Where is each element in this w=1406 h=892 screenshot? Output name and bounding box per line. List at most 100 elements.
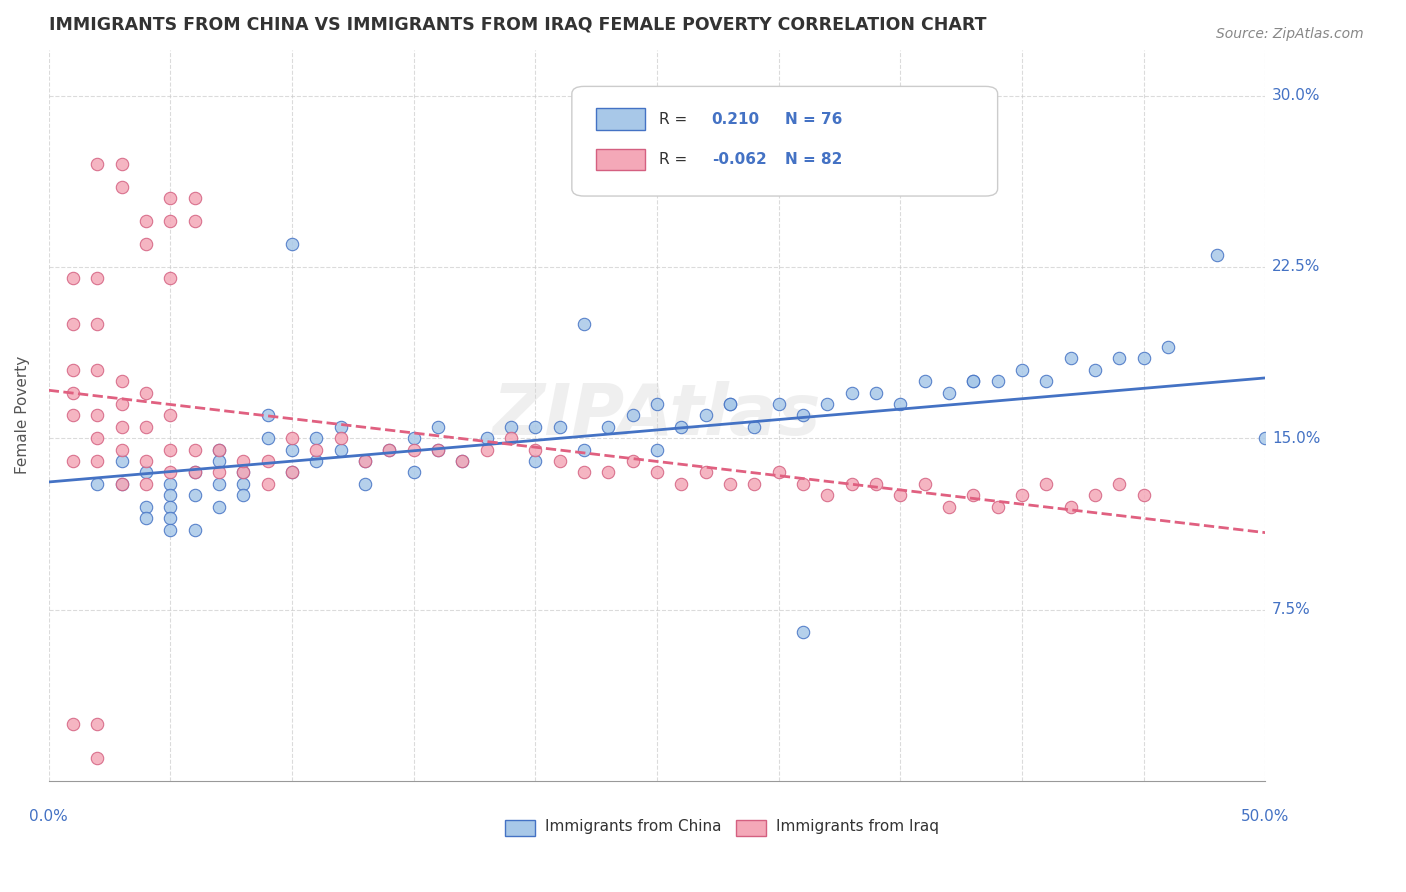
Point — [111, 374, 134, 388]
Point — [1035, 374, 1057, 388]
Point — [159, 466, 181, 480]
Point — [111, 476, 134, 491]
Point — [159, 488, 181, 502]
Point — [305, 442, 328, 457]
Point — [135, 466, 157, 480]
Point — [1108, 476, 1130, 491]
Point — [111, 397, 134, 411]
Point — [159, 442, 181, 457]
Point — [208, 442, 231, 457]
Bar — [596, 108, 645, 130]
Point — [962, 488, 984, 502]
Point — [1084, 362, 1107, 376]
Point — [792, 409, 814, 423]
Point — [281, 466, 304, 480]
Point — [427, 442, 450, 457]
Point — [524, 442, 547, 457]
Text: 15.0%: 15.0% — [1272, 431, 1320, 446]
Point — [183, 191, 205, 205]
Point — [86, 476, 108, 491]
Point — [889, 488, 911, 502]
Point — [183, 523, 205, 537]
Point — [718, 397, 741, 411]
Point — [86, 317, 108, 331]
Point — [671, 419, 693, 434]
Point — [451, 454, 474, 468]
Text: IMMIGRANTS FROM CHINA VS IMMIGRANTS FROM IRAQ FEMALE POVERTY CORRELATION CHART: IMMIGRANTS FROM CHINA VS IMMIGRANTS FROM… — [49, 15, 986, 33]
Point — [695, 409, 717, 423]
Point — [159, 523, 181, 537]
Point — [86, 157, 108, 171]
Point — [792, 625, 814, 640]
Point — [354, 454, 377, 468]
Point — [329, 442, 352, 457]
Point — [208, 454, 231, 468]
Point — [111, 157, 134, 171]
Point — [524, 454, 547, 468]
Point — [354, 454, 377, 468]
Point — [768, 397, 790, 411]
Point — [914, 476, 936, 491]
Point — [815, 488, 838, 502]
Point — [841, 385, 863, 400]
Point — [1327, 682, 1350, 697]
Point — [354, 476, 377, 491]
Text: Immigrants from China: Immigrants from China — [546, 820, 721, 834]
Point — [402, 431, 425, 445]
Bar — [737, 820, 766, 836]
Text: 30.0%: 30.0% — [1272, 88, 1320, 103]
Point — [86, 409, 108, 423]
Point — [598, 419, 620, 434]
Point — [135, 511, 157, 525]
Point — [232, 488, 254, 502]
Point — [938, 500, 960, 514]
Point — [86, 454, 108, 468]
Point — [281, 431, 304, 445]
Point — [208, 466, 231, 480]
Point — [329, 431, 352, 445]
Text: ZIPAtlas: ZIPAtlas — [492, 381, 821, 450]
Point — [572, 466, 595, 480]
Point — [1059, 500, 1081, 514]
Point — [62, 454, 84, 468]
Point — [232, 454, 254, 468]
Point — [208, 500, 231, 514]
Point — [111, 180, 134, 194]
Point — [499, 419, 522, 434]
Point — [645, 397, 668, 411]
Point — [183, 466, 205, 480]
Point — [135, 214, 157, 228]
Text: -0.062: -0.062 — [711, 152, 766, 167]
Point — [378, 442, 401, 457]
Text: N = 76: N = 76 — [785, 112, 842, 127]
Point — [792, 476, 814, 491]
Point — [86, 751, 108, 765]
Point — [475, 431, 498, 445]
Point — [718, 476, 741, 491]
Point — [159, 191, 181, 205]
Point — [621, 454, 644, 468]
Point — [598, 466, 620, 480]
Point — [86, 716, 108, 731]
Point — [329, 419, 352, 434]
Point — [62, 362, 84, 376]
Point — [671, 476, 693, 491]
Point — [645, 466, 668, 480]
Point — [111, 442, 134, 457]
Point — [62, 385, 84, 400]
Point — [159, 500, 181, 514]
Point — [815, 397, 838, 411]
Point — [305, 431, 328, 445]
Point — [402, 442, 425, 457]
Point — [135, 385, 157, 400]
Point — [256, 476, 278, 491]
Point — [524, 419, 547, 434]
Point — [86, 431, 108, 445]
Point — [256, 454, 278, 468]
Point — [744, 419, 766, 434]
Point — [183, 488, 205, 502]
Point — [987, 374, 1010, 388]
Point — [695, 466, 717, 480]
Text: 22.5%: 22.5% — [1272, 260, 1320, 275]
Point — [86, 362, 108, 376]
